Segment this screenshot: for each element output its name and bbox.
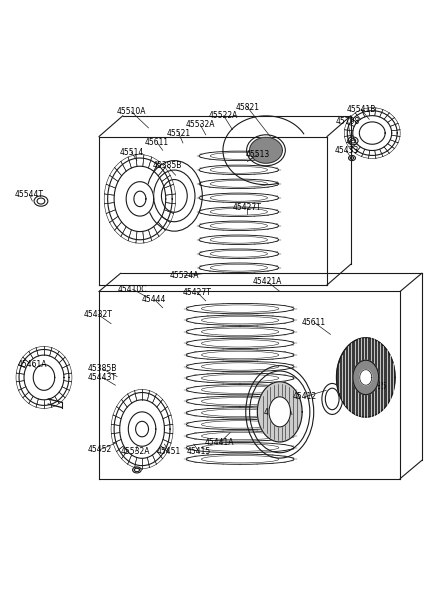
Text: 45532A: 45532A	[185, 120, 214, 129]
Polygon shape	[257, 382, 301, 442]
Text: 45412: 45412	[292, 392, 316, 401]
Text: 45451: 45451	[156, 447, 180, 456]
Text: 45611: 45611	[301, 318, 325, 327]
Text: 45522A: 45522A	[208, 112, 238, 121]
Text: 45441A: 45441A	[204, 439, 234, 448]
Text: 45269A: 45269A	[264, 408, 293, 417]
Polygon shape	[268, 397, 290, 427]
Text: 45510A: 45510A	[117, 107, 146, 116]
Polygon shape	[134, 191, 145, 206]
Polygon shape	[33, 365, 55, 391]
Text: 45521: 45521	[166, 128, 190, 137]
Polygon shape	[352, 360, 378, 395]
Text: 45421A: 45421A	[252, 277, 282, 286]
Text: 45532A: 45532A	[120, 447, 150, 456]
Text: 45410C: 45410C	[117, 285, 147, 294]
Polygon shape	[128, 412, 155, 446]
Polygon shape	[126, 182, 153, 216]
Text: 45432T: 45432T	[84, 310, 113, 319]
Text: 45461A: 45461A	[18, 360, 47, 369]
Text: 45611: 45611	[145, 138, 169, 147]
Text: 45385B: 45385B	[152, 161, 181, 170]
Text: 45443T: 45443T	[88, 373, 117, 382]
Text: 45435: 45435	[362, 382, 387, 391]
Text: 45444: 45444	[141, 295, 166, 304]
Text: 45433: 45433	[333, 146, 358, 155]
Text: 45415: 45415	[186, 447, 211, 456]
Polygon shape	[135, 421, 148, 437]
Text: 45821: 45821	[235, 103, 259, 112]
Text: 45385B: 45385B	[88, 364, 117, 373]
Text: 45513: 45513	[245, 150, 269, 159]
Text: 45514: 45514	[119, 148, 143, 157]
Text: 45798: 45798	[335, 116, 359, 125]
Polygon shape	[359, 122, 384, 144]
Polygon shape	[336, 338, 394, 417]
Polygon shape	[249, 137, 282, 163]
Polygon shape	[359, 370, 371, 385]
Text: 45427T: 45427T	[182, 288, 211, 297]
Text: 45544T: 45544T	[15, 190, 44, 199]
Text: 45452: 45452	[88, 445, 112, 454]
Text: 45541B: 45541B	[346, 106, 375, 115]
Text: 45524A: 45524A	[169, 271, 198, 280]
Text: 45427T: 45427T	[233, 203, 261, 212]
